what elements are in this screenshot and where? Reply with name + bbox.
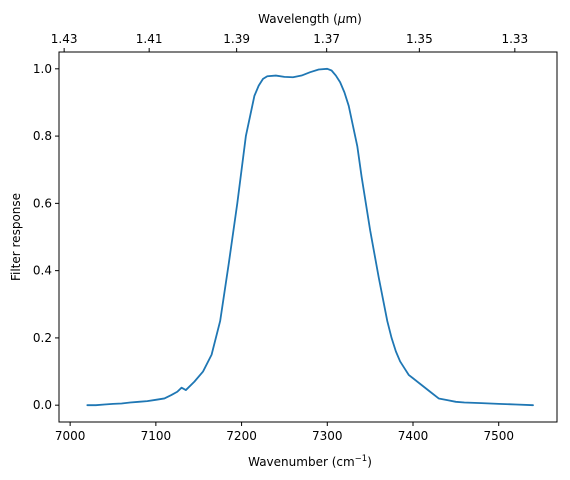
y-axis-label: Filter response xyxy=(9,193,23,281)
x-tick-label: 7400 xyxy=(398,429,429,443)
top-x-tick-label: 1.41 xyxy=(136,32,163,46)
left-y-axis: 0.0 0.2 0.4 0.6 0.8 1.0 xyxy=(33,62,59,412)
top-x-axis-label-unit: m) xyxy=(345,12,361,26)
x-tick-label: 7100 xyxy=(141,429,172,443)
x-axis-label-close: ) xyxy=(367,455,372,469)
x-tick-label: 7300 xyxy=(312,429,343,443)
top-x-axis: 1.43 1.41 1.39 1.37 1.35 1.33 xyxy=(51,32,528,52)
y-tick-label: 0.2 xyxy=(33,331,52,345)
top-x-axis-label: Wavelength (μm) xyxy=(258,12,362,26)
x-tick-label: 7200 xyxy=(226,429,257,443)
y-tick-label: 0.6 xyxy=(33,196,52,210)
plot-layer xyxy=(86,67,534,407)
top-x-tick-label: 1.43 xyxy=(51,32,78,46)
x-axis-label: Wavenumber (cm−1) xyxy=(248,454,372,469)
series-line-0 xyxy=(86,67,534,407)
x-tick-label: 7500 xyxy=(483,429,514,443)
y-tick-label: 0.0 xyxy=(33,398,52,412)
y-tick-label: 0.8 xyxy=(33,129,52,143)
top-x-tick-label: 1.33 xyxy=(501,32,528,46)
x-axis-label-superscript: −1 xyxy=(355,454,368,464)
top-x-tick-label: 1.35 xyxy=(406,32,433,46)
top-x-axis-label-mu: μ xyxy=(337,12,346,26)
x-tick-label: 7000 xyxy=(55,429,86,443)
top-x-tick-label: 1.39 xyxy=(223,32,250,46)
y-tick-label: 1.0 xyxy=(33,62,52,76)
y-tick-label: 0.4 xyxy=(33,264,52,278)
top-x-tick-label: 1.37 xyxy=(313,32,340,46)
plot-frame xyxy=(58,51,558,423)
bottom-x-axis: 7000 7100 7200 7300 7400 7500 xyxy=(55,422,514,443)
